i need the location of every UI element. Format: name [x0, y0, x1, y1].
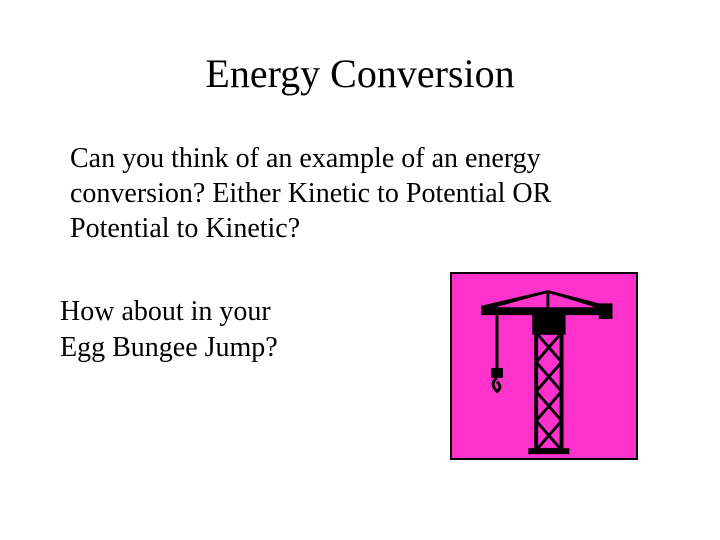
crane-image [450, 272, 638, 460]
slide-title: Energy Conversion [60, 50, 660, 97]
slide: Energy Conversion Can you think of an ex… [0, 0, 720, 540]
crane-icon [452, 274, 636, 458]
body-line-2: Egg Bungee Jump? [60, 332, 278, 363]
body-line-1: How about in your [60, 296, 271, 327]
body-paragraph-1: Can you think of an example of an energy… [70, 141, 650, 246]
